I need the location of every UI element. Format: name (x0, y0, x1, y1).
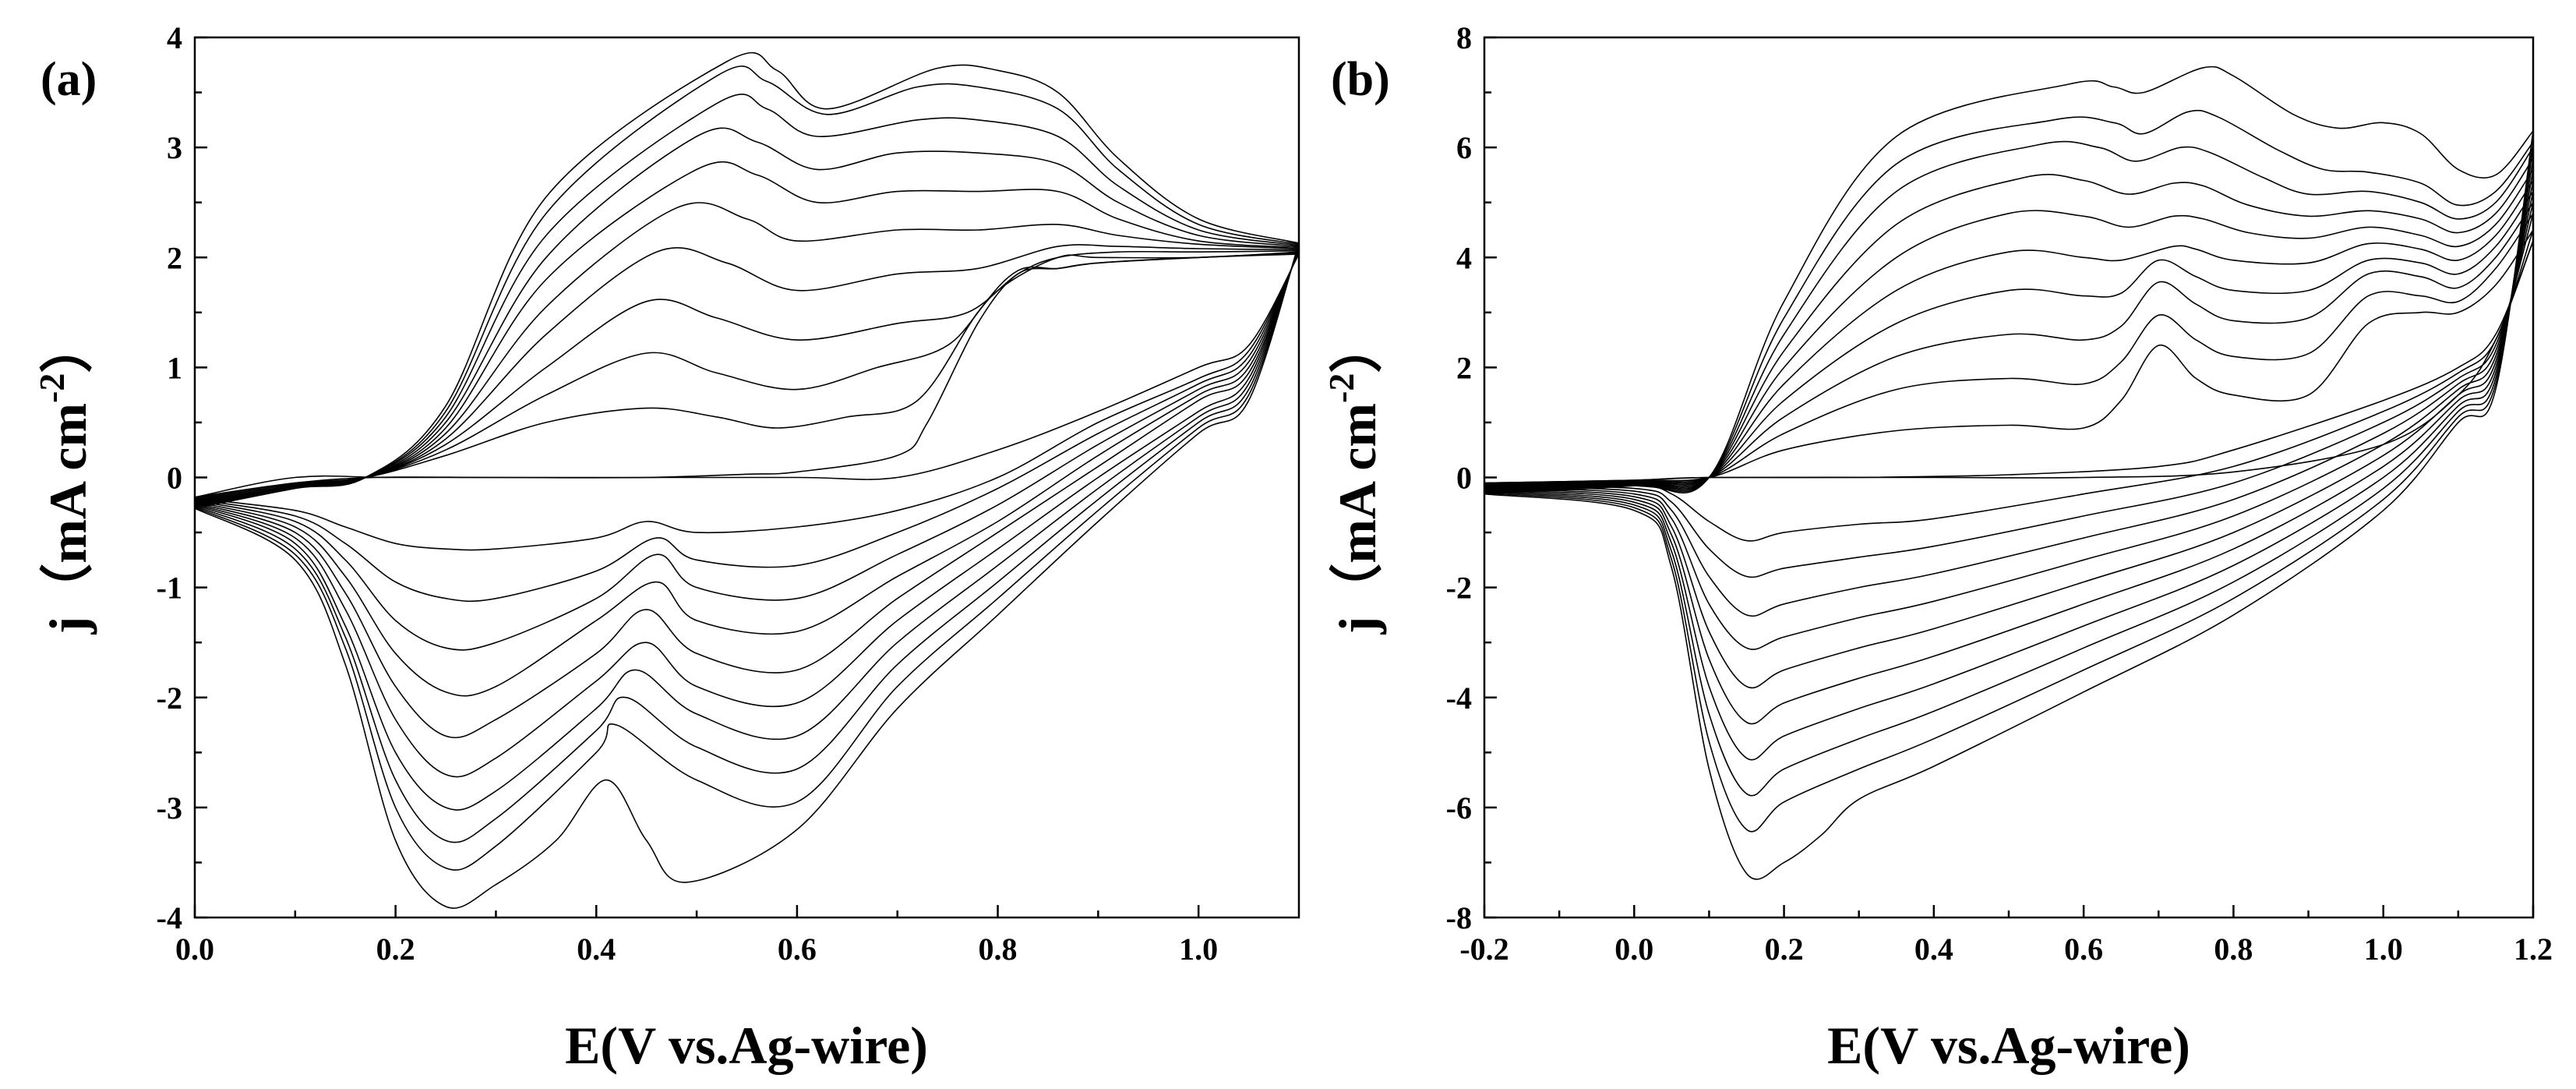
panel-b-y-tick-label: 0 (1456, 461, 1472, 496)
panel-a-x-tick-label: 0.6 (778, 932, 817, 967)
panel-b-x-tick-label: 0.4 (1914, 932, 1953, 967)
panel-a-curves (194, 51, 1300, 909)
panel-b-y-tick-label: 4 (1456, 240, 1472, 275)
panel-a-cv-curve-10-anodic (194, 65, 1300, 508)
panel-b-x-tick-label: 0.2 (1765, 932, 1804, 967)
panel-b-cv-curve-4-anodic (1484, 202, 2534, 487)
panel-b-y-tick-label: -2 (1446, 571, 1472, 606)
panel-b-cv-curve-3-cathodic (1484, 213, 2534, 578)
panel-a-x-tick-label: 0.2 (376, 932, 415, 967)
panel-b-x-tick-label: 0.0 (1614, 932, 1653, 967)
panel-a-y-tick-label: 0 (167, 461, 182, 496)
panel-a-frame (193, 36, 1300, 919)
panel-b-cv-curve-11-anodic (1484, 65, 2534, 495)
panel-b-ticks: -0.2 0.0 0.2 0.4 0.6 0.8 1.0 1.2 -8 -6 -4 -2 0 2 4 6 8 (1446, 20, 2553, 967)
panel-a-y-tick-label: 3 (167, 130, 182, 165)
panel-b-cv-curve-6-cathodic (1484, 180, 2534, 689)
panel-a-x-title: E(V vs.Ag-wire) (565, 1016, 928, 1075)
panel-b-y-title-main: j（mA cm (1328, 403, 1387, 635)
panel-b-cv-curve-7-cathodic (1484, 169, 2534, 725)
panel-a: (a) 0.0 0.2 0.4 0.6 0.8 1.0 -4 -3 -2 -1 0 1 2 3 4 E(V … (32, 20, 1300, 1075)
panel-b: (b) -0.2 0.0 0.2 0.4 0.6 0.8 1.0 1.2 -8 -6 -4 -2 0 2 4… (1322, 20, 2553, 1075)
panel-a-y-title-main: j（mA cm (38, 403, 97, 635)
panel-a-x-tick-label: 1.0 (1179, 932, 1218, 967)
panel-b-cv-curve-7-anodic (1484, 168, 2534, 490)
panel-a-cv-curve-7-anodic (194, 161, 1300, 505)
panel-a-y-tick-label: 4 (167, 20, 182, 55)
panel-a-cv-curve-11-anodic (194, 51, 1300, 509)
panel-b-cv-curve-4-cathodic (1484, 202, 2534, 617)
panel-b-cv-curve-2-anodic (1484, 229, 2534, 485)
panel-a-label: (a) (41, 53, 97, 106)
panel-b-cv-curve-1-cathodic (1484, 240, 2534, 484)
panel-a-y-title: j（mA cm-2） (32, 320, 97, 635)
panel-a-y-title-sup: -2 (32, 373, 72, 403)
panel-a-x-tick-label: 0.0 (175, 932, 214, 967)
panel-b-label: (b) (1331, 53, 1390, 106)
panel-b-y-title: j（mA cm-2） (1322, 320, 1387, 635)
panel-a-y-title-close: ） (38, 320, 97, 373)
panel-b-y-title-sup: -2 (1322, 373, 1361, 403)
panel-b-cv-curve-9-cathodic (1484, 147, 2534, 797)
panel-b-cv-curve-11-cathodic (1484, 130, 2534, 880)
panel-a-cv-curve-3-anodic (194, 251, 1300, 500)
panel-b-y-tick-label: 8 (1456, 20, 1472, 55)
panel-b-x-tick-label: 0.8 (2214, 932, 2253, 967)
panel-a-cv-curve-11-cathodic (194, 242, 1300, 909)
panel-b-x-tick-label: 1.2 (2514, 932, 2553, 967)
panel-a-y-tick-label: -2 (157, 681, 182, 716)
panel-a-cv-curve-8-anodic (194, 127, 1300, 506)
panel-a-x-tick-label: 0.8 (979, 932, 1018, 967)
panel-a-cv-curve-10-cathodic (194, 244, 1300, 871)
panel-a-cv-curve-8-cathodic (194, 246, 1300, 811)
panel-b-cv-curve-9-anodic (1484, 140, 2534, 493)
panel-b-frame (1483, 36, 2535, 919)
panel-b-cv-curve-5-anodic (1484, 191, 2534, 488)
panel-b-cv-curve-2-cathodic (1484, 229, 2534, 542)
panel-b-cv-curve-8-anodic (1484, 157, 2534, 492)
panel-b-y-title-close: ） (1328, 320, 1387, 373)
panel-b-y-tick-label: -6 (1446, 790, 1472, 826)
panel-b-x-tick-label: 0.6 (2064, 932, 2103, 967)
panel-b-cv-curve-3-anodic (1484, 213, 2534, 486)
panel-b-cv-curve-6-anodic (1484, 180, 2534, 490)
panel-a-cv-curve-3-cathodic (194, 251, 1300, 603)
panel-b-y-tick-label: 2 (1456, 350, 1472, 385)
panel-b-cv-curve-8-cathodic (1484, 158, 2534, 761)
panel-a-cv-curve-9-cathodic (194, 245, 1300, 843)
panel-a-x-tick-label: 0.4 (577, 932, 616, 967)
panel-a-y-tick-label: -3 (157, 790, 182, 826)
panel-b-x-tick-label: 1.0 (2364, 932, 2403, 967)
panel-a-cv-curve-9-anodic (194, 94, 1300, 507)
panel-a-y-tick-label: -4 (157, 900, 182, 935)
panel-a-cv-curve-4-anodic (194, 250, 1300, 501)
panel-b-curves (1484, 65, 2534, 880)
panel-a-y-tick-label: 2 (167, 240, 182, 275)
panel-a-cv-curve-2-anodic (194, 252, 1300, 500)
panel-b-x-tick-label: -0.2 (1459, 932, 1509, 967)
panel-a-cv-curve-6-cathodic (194, 248, 1300, 739)
panel-a-y-tick-label: 1 (167, 350, 182, 385)
panel-a-ticks: 0.0 0.2 0.4 0.6 0.8 1.0 -4 -3 -2 -1 0 1 2 3 4 (157, 20, 1219, 967)
panel-b-cv-curve-10-cathodic (1484, 141, 2534, 833)
panel-a-y-tick-label: -1 (157, 571, 182, 606)
panel-b-cv-curve-10-anodic (1484, 109, 2534, 494)
panel-b-y-tick-label: 6 (1456, 130, 1472, 165)
panel-a-cv-curve-4-cathodic (194, 250, 1300, 651)
panel-a-cv-curve-5-cathodic (194, 249, 1300, 697)
panel-b-y-tick-label: -8 (1446, 900, 1472, 935)
panel-b-cv-curve-5-cathodic (1484, 191, 2534, 650)
panel-b-x-title: E(V vs.Ag-wire) (1827, 1016, 2190, 1075)
panel-b-y-tick-label: -4 (1446, 681, 1472, 716)
panel-a-cv-curve-7-cathodic (194, 247, 1300, 778)
panel-a-cv-curve-2-cathodic (194, 253, 1300, 551)
